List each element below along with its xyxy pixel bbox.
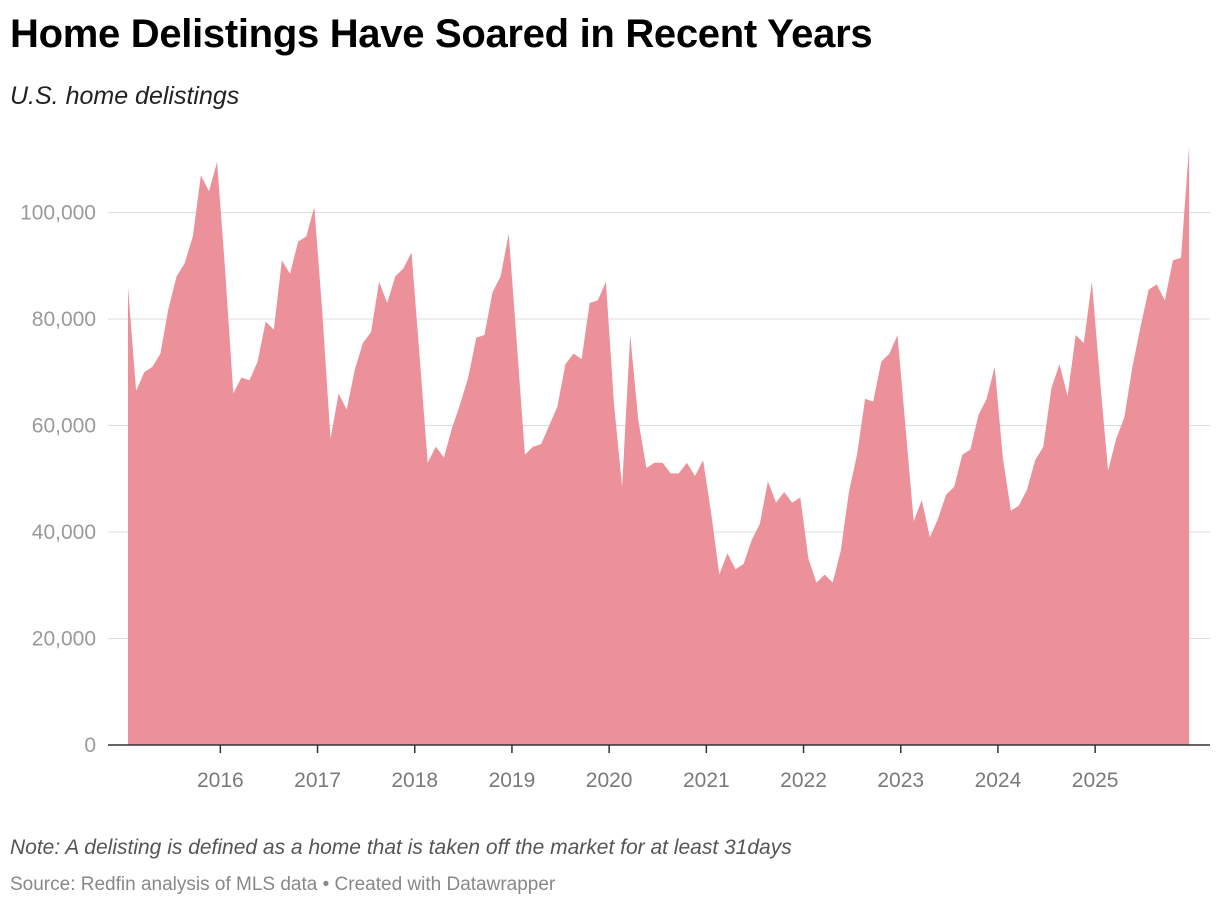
x-tick-label: 2018 (391, 769, 438, 792)
y-tick-label: 100,000 (20, 202, 96, 225)
x-tick-label: 2019 (489, 769, 536, 792)
delistings-area (128, 145, 1190, 745)
x-tick-label: 2025 (1072, 769, 1119, 792)
y-tick-label: 40,000 (32, 521, 96, 544)
x-tick-label: 2020 (586, 769, 633, 792)
y-tick-label: 0 (84, 734, 96, 757)
x-tick-label: 2021 (683, 769, 730, 792)
chart-note: Note: A delisting is defined as a home t… (10, 836, 792, 859)
y-tick-label: 80,000 (32, 308, 96, 331)
area-series (128, 145, 1190, 745)
x-tick-label: 2022 (780, 769, 827, 792)
chart-source: Source: Redfin analysis of MLS data • Cr… (10, 874, 556, 895)
x-axis-ticks: 2016 2017 2018 2019 2020 2021 2022 2023 2024 2025 (197, 745, 1119, 792)
x-tick-label: 2016 (197, 769, 244, 792)
chart-subtitle: U.S. home delistings (10, 82, 240, 110)
x-tick-label: 2023 (877, 769, 924, 792)
y-axis-ticks: 0 20,000 40,000 60,000 80,000 100,000 (20, 202, 96, 758)
chart-title: Home Delistings Have Soared in Recent Ye… (10, 12, 873, 56)
y-tick-label: 60,000 (32, 415, 96, 438)
x-tick-label: 2024 (975, 769, 1022, 792)
y-tick-label: 20,000 (32, 628, 96, 651)
x-tick-label: 2017 (294, 769, 341, 792)
